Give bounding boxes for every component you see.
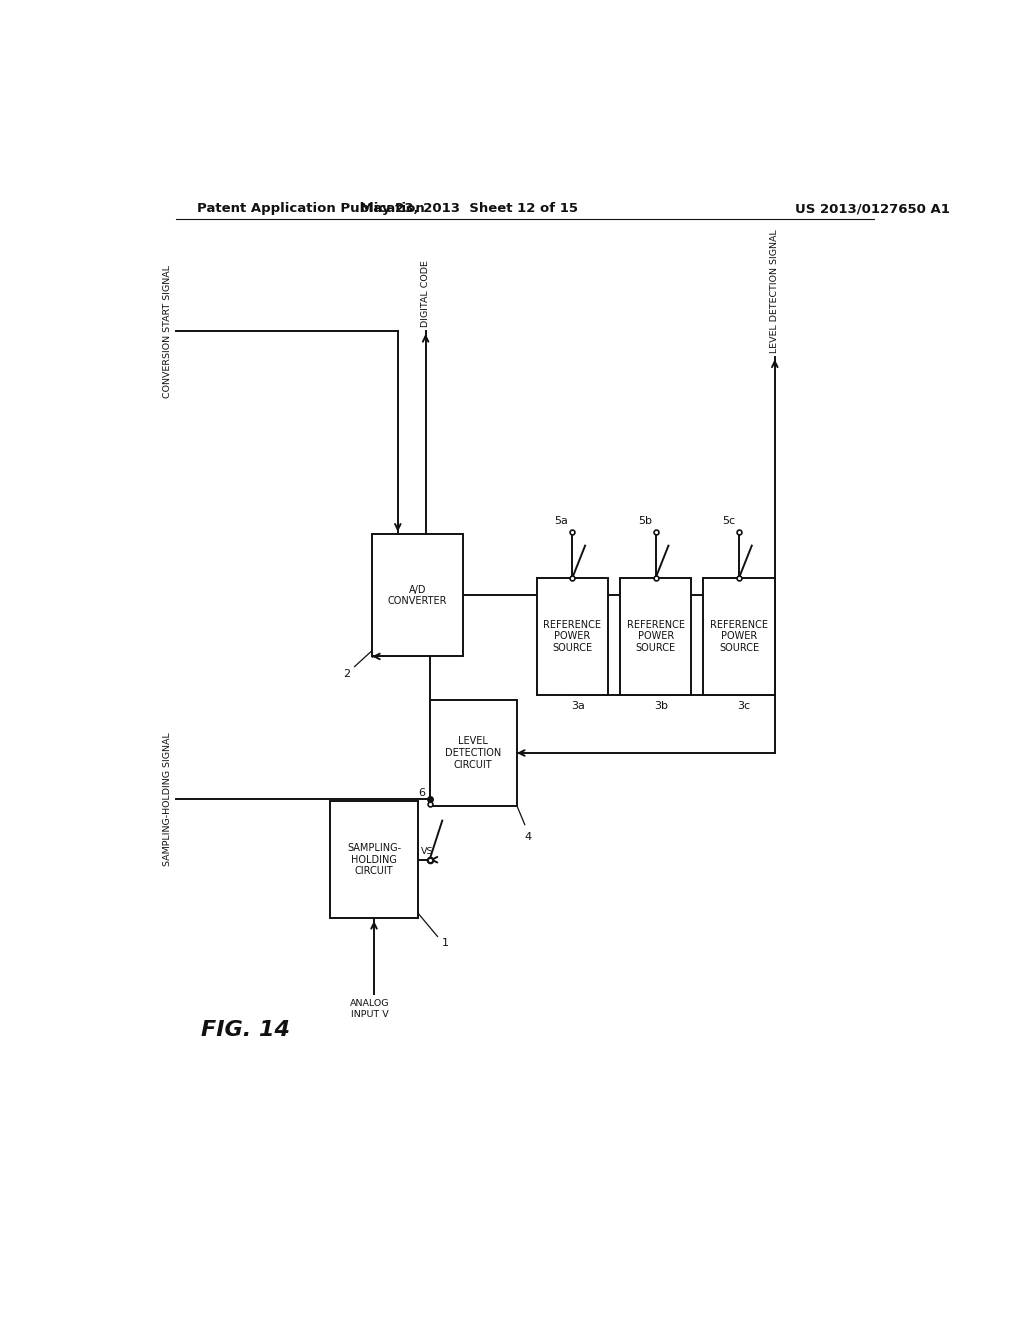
Text: DIGITAL CODE: DIGITAL CODE <box>421 260 430 327</box>
Text: REFERENCE
POWER
SOURCE: REFERENCE POWER SOURCE <box>544 619 601 652</box>
Text: 3b: 3b <box>654 701 668 710</box>
Text: 4: 4 <box>524 832 531 842</box>
Text: ANALOG
INPUT V: ANALOG INPUT V <box>350 999 390 1019</box>
Text: May 23, 2013  Sheet 12 of 15: May 23, 2013 Sheet 12 of 15 <box>360 202 579 215</box>
Text: SAMPLING-HOLDING SIGNAL: SAMPLING-HOLDING SIGNAL <box>163 731 172 866</box>
Bar <box>331 801 418 919</box>
Text: FIG. 14: FIG. 14 <box>201 1020 290 1040</box>
Text: REFERENCE
POWER
SOURCE: REFERENCE POWER SOURCE <box>710 619 768 652</box>
Text: 1: 1 <box>441 939 449 949</box>
Bar <box>620 578 691 694</box>
Text: LEVEL
DETECTION
CIRCUIT: LEVEL DETECTION CIRCUIT <box>445 737 502 770</box>
Text: 3c: 3c <box>737 701 751 710</box>
Bar <box>372 535 463 656</box>
Text: 5b: 5b <box>638 516 652 525</box>
Text: 5a: 5a <box>555 516 568 525</box>
Text: Patent Application Publication: Patent Application Publication <box>197 202 425 215</box>
Bar <box>430 700 517 807</box>
Text: A/D
CONVERTER: A/D CONVERTER <box>388 585 447 606</box>
Text: 3a: 3a <box>570 701 585 710</box>
Text: 2: 2 <box>343 669 350 678</box>
Text: SAMPLING-
HOLDING
CIRCUIT: SAMPLING- HOLDING CIRCUIT <box>347 843 401 876</box>
Text: US 2013/0127650 A1: US 2013/0127650 A1 <box>795 202 949 215</box>
Text: CONVERSION START SIGNAL: CONVERSION START SIGNAL <box>163 265 172 397</box>
Bar <box>703 578 775 694</box>
Text: 6: 6 <box>419 788 426 797</box>
Text: LEVEL DETECTION SIGNAL: LEVEL DETECTION SIGNAL <box>770 228 779 352</box>
Bar <box>537 578 608 694</box>
Text: 5c: 5c <box>722 516 735 525</box>
Text: REFERENCE
POWER
SOURCE: REFERENCE POWER SOURCE <box>627 619 685 652</box>
Text: VS: VS <box>421 846 433 855</box>
